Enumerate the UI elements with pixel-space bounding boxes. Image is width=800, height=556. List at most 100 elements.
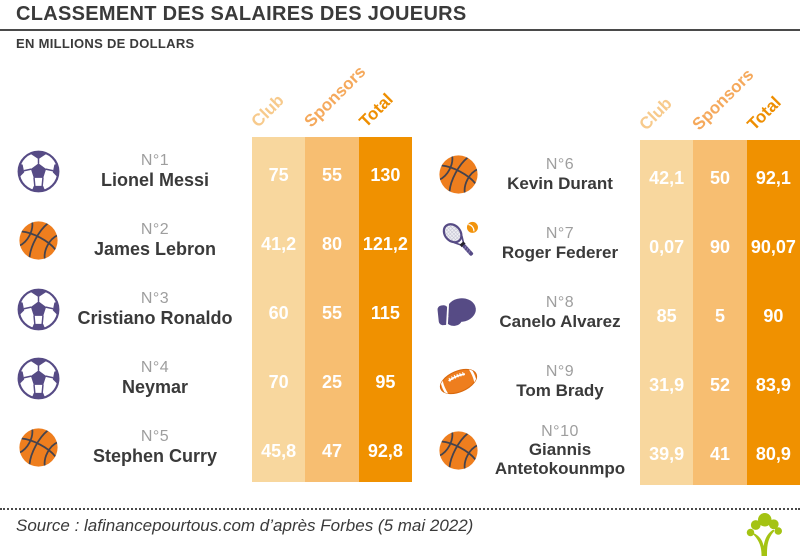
club-value: 70 [252,344,306,413]
player-rank: N°7 [545,225,575,243]
sport-icon-cell [430,358,486,405]
player-rank: N°5 [140,428,170,446]
total-value: 92,8 [358,413,412,482]
player-identity: N°3 Cristiano Ronaldo [64,290,252,328]
club-value: 85 [640,278,694,347]
total-value: 121,2 [358,206,412,275]
player-row: N°7 Roger Federer 0,07 90 90,07 [430,209,800,278]
club-value: 60 [252,275,306,344]
player-rank: N°6 [545,156,575,174]
total-value: 92,1 [746,140,800,209]
sport-icon-cell [430,289,486,336]
club-value: 45,8 [252,413,306,482]
basketball-icon [435,427,482,474]
club-value: 42,1 [640,140,694,209]
source-text: Source : lafinancepourtous.com d’après F… [16,516,474,535]
sport-icon-cell [430,427,486,474]
tennis-racket-icon [435,220,482,267]
player-rank: N°1 [140,152,170,170]
player-name: Lionel Messi [100,170,210,191]
sponsors-value: 52 [693,347,747,416]
player-row: N°1 Lionel Messi 75 55 130 [12,137,412,206]
player-identity: N°7 Roger Federer [486,225,640,262]
sponsors-value: 41 [693,416,747,485]
footer-divider [0,508,800,510]
player-name: Tom Brady [516,380,604,400]
sponsors-value: 55 [305,275,359,344]
title-divider [0,29,800,31]
total-value: 90 [746,278,800,347]
sponsors-value: 50 [693,140,747,209]
column-header-club: Club [635,93,676,134]
player-name: Cristiano Ronaldo [77,308,233,329]
player-rank: N°9 [545,363,575,381]
soccer-ball-icon [15,148,62,195]
sport-icon-cell [12,355,64,402]
total-value: 95 [358,344,412,413]
player-row: N°6 Kevin Durant 42,1 50 92,1 [430,140,800,209]
player-row: N°3 Cristiano Ronaldo 60 55 115 [12,275,412,344]
player-identity: N°5 Stephen Curry [64,428,252,466]
player-row: N°9 Tom Brady 31,9 52 83,9 [430,347,800,416]
player-name: Neymar [121,377,189,398]
sponsors-value: 90 [693,209,747,278]
total-value: 130 [358,137,412,206]
club-value: 0,07 [640,209,694,278]
player-identity: N°8 Canelo Alvarez [486,294,640,331]
player-name: Roger Federer [501,242,619,262]
sponsors-value: 5 [693,278,747,347]
player-row: N°4 Neymar 70 25 95 [12,344,412,413]
player-name: James Lebron [93,239,217,260]
player-name: Kevin Durant [507,173,613,193]
american-football-icon [435,358,482,405]
basketball-icon [435,151,482,198]
player-rank: N°4 [140,359,170,377]
club-value: 31,9 [640,347,694,416]
player-identity: N°4 Neymar [64,359,252,397]
player-rank: N°2 [140,221,170,239]
player-rank: N°10 [541,422,579,440]
player-row: N°8 Canelo Alvarez 85 5 90 [430,278,800,347]
column-header-total: Total [355,89,397,131]
total-value: 80,9 [746,416,800,485]
ranking-table-right: Club Sponsors Total N°6 Kevin Durant 42,… [430,65,800,485]
player-rank: N°3 [140,290,170,308]
club-value: 41,2 [252,206,306,275]
page-subtitle: EN MILLIONS DE DOLLARS [16,36,195,51]
sport-icon-cell [12,286,64,333]
basketball-icon [15,424,62,471]
boxing-glove-icon [435,289,482,336]
sponsors-value: 55 [305,137,359,206]
soccer-ball-icon [15,286,62,333]
sponsors-value: 80 [305,206,359,275]
soccer-ball-icon [15,355,62,402]
basketball-icon [15,217,62,264]
sponsors-value: 25 [305,344,359,413]
total-value: 90,07 [746,209,800,278]
player-identity: N°2 James Lebron [64,221,252,259]
sport-icon-cell [430,151,486,198]
total-value: 115 [358,275,412,344]
player-identity: N°1 Lionel Messi [64,152,252,190]
player-name: Canelo Alvarez [499,311,621,331]
player-name: Giannis Antetokounmpo [494,440,626,479]
sponsors-value: 47 [305,413,359,482]
sport-icon-cell [430,220,486,267]
club-value: 75 [252,137,306,206]
player-row: N°10 Giannis Antetokounmpo 39,9 41 80,9 [430,416,800,485]
sport-icon-cell [12,148,64,195]
column-header-total: Total [743,92,785,134]
total-value: 83,9 [746,347,800,416]
page-title: CLASSEMENT DES SALAIRES DES JOUEURS [16,3,467,25]
player-identity: N°6 Kevin Durant [486,156,640,193]
player-identity: N°10 Giannis Antetokounmpo [486,423,640,479]
tree-logo-icon [740,509,788,556]
player-rank: N°8 [545,294,575,312]
club-value: 39,9 [640,416,694,485]
sport-icon-cell [12,217,64,264]
sport-icon-cell [12,424,64,471]
player-name: Stephen Curry [92,446,218,467]
player-row: N°5 Stephen Curry 45,8 47 92,8 [12,413,412,482]
ranking-table-left: Club Sponsors Total N°1 Lionel Messi 75 … [12,62,412,482]
